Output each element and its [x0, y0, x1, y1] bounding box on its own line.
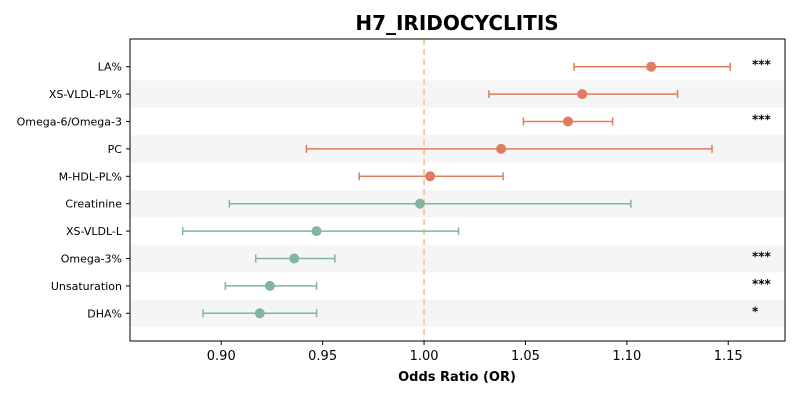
y-tick-label: PC: [108, 143, 123, 156]
x-axis-label: Odds Ratio (OR): [398, 370, 516, 385]
significance-label: ***: [752, 113, 772, 127]
row-band: [130, 80, 785, 108]
plot-frame: [129, 38, 786, 342]
or-point: [425, 171, 436, 182]
y-tick-label: Creatinine: [65, 198, 122, 211]
significance-markers: *************: [752, 58, 772, 319]
y-tick-label: LA%: [98, 61, 122, 74]
or-point: [414, 198, 425, 209]
x-tick-label: 1.00: [410, 349, 439, 364]
y-tick-label: DHA%: [87, 307, 122, 320]
significance-label: ***: [752, 250, 772, 264]
y-axis-ticks: LA% XS-VLDL-PL% Omega-6/Omega-3 PC M-HDL-PL%…: [17, 61, 130, 320]
x-tick-label: 0.90: [207, 349, 236, 364]
y-tick-label: XS-VLDL-L: [66, 225, 123, 238]
significance-label: *: [752, 304, 759, 318]
y-tick-label: Omega-3%: [61, 253, 122, 266]
chart-title: H7_IRIDOCYCLITIS: [355, 11, 558, 35]
or-point: [496, 143, 507, 154]
or-point: [577, 89, 588, 100]
or-point: [289, 253, 300, 264]
or-point: [563, 116, 574, 127]
y-tick-label: Omega-6/Omega-3: [17, 116, 122, 129]
or-point: [311, 226, 322, 237]
x-tick-label: 1.15: [714, 349, 743, 364]
row-band: [130, 244, 785, 273]
y-tick-label: XS-VLDL-PL%: [49, 88, 122, 101]
y-tick-label: M-HDL-PL%: [59, 170, 122, 183]
or-point: [646, 61, 657, 72]
x-tick-label: 0.95: [308, 349, 337, 364]
x-axis-ticks: 0.90 0.95 1.00 1.05 1.10 1.15: [207, 341, 743, 364]
or-point: [254, 308, 265, 319]
significance-label: ***: [752, 58, 772, 72]
x-tick-label: 1.05: [511, 349, 540, 364]
or-point: [264, 280, 275, 291]
x-tick-label: 1.10: [612, 349, 641, 364]
y-tick-label: Unsaturation: [51, 280, 122, 293]
significance-label: ***: [752, 277, 772, 291]
odds-ratio-points: [254, 61, 657, 319]
